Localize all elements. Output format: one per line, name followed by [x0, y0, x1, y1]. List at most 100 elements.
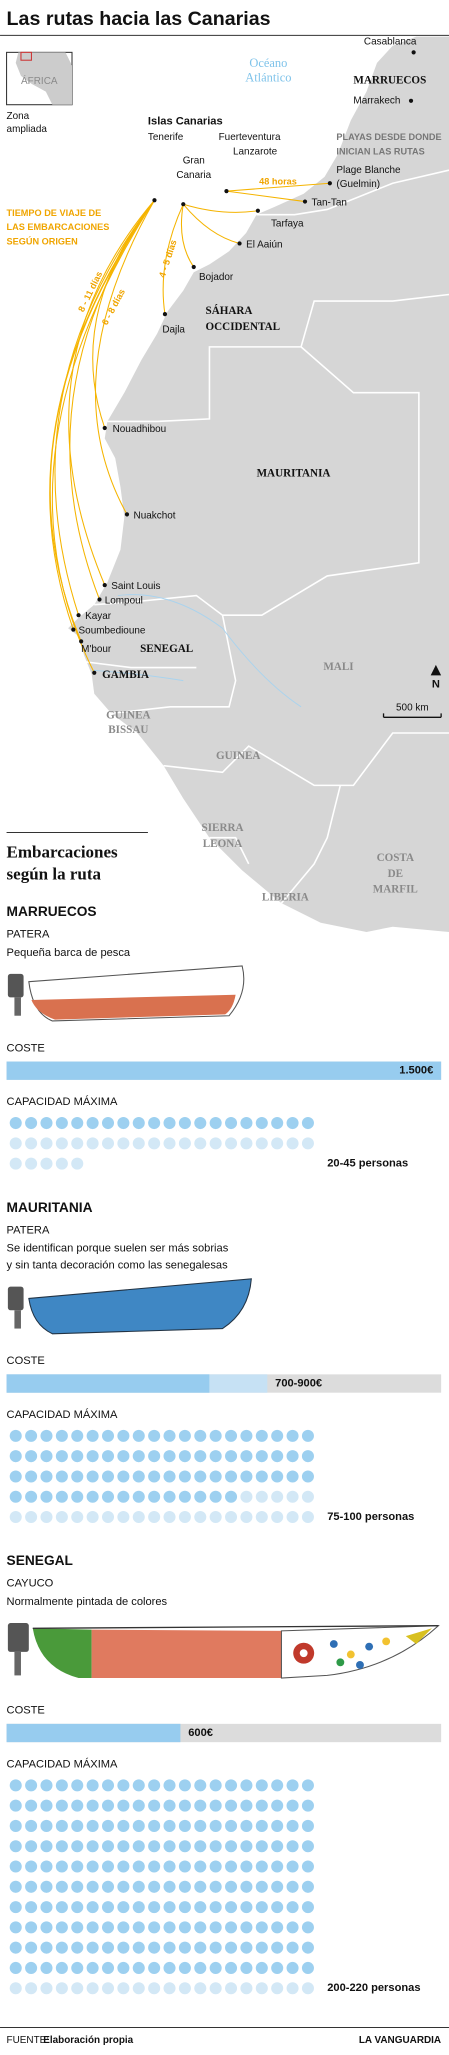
capacity-dot: [271, 1901, 284, 1914]
capacity-dot-extra: [55, 1157, 68, 1170]
capacity-dot-extra: [163, 1982, 176, 1995]
capacity-dot: [225, 1901, 238, 1914]
capacity-dot-extra: [40, 1137, 53, 1150]
capacity-dot: [148, 1921, 161, 1934]
capacity-dot-extra: [255, 1982, 268, 1995]
boat-motor: [14, 1310, 21, 1329]
capacity-dot: [86, 1880, 99, 1893]
capacity-dot: [148, 1490, 161, 1503]
capacity-dot-extra: [301, 1490, 314, 1503]
map-label: SENEGAL: [140, 643, 193, 655]
capacity-dot: [286, 1901, 299, 1914]
capacity-dot: [25, 1819, 38, 1832]
capacity-dot: [55, 1117, 68, 1130]
inset-zone: [20, 51, 32, 61]
boat-decor: [329, 1640, 338, 1648]
capacity-dot-extra: [286, 1511, 299, 1524]
place-dot: [408, 98, 414, 103]
capacity-dot: [286, 1921, 299, 1934]
capacity-dot-extra: [240, 1137, 253, 1150]
capacity-dot: [9, 1470, 22, 1483]
capacity-dot: [71, 1117, 84, 1130]
capacity-dot: [301, 1961, 314, 1974]
boat-hull: [280, 1625, 440, 1679]
capacity-dot: [240, 1117, 253, 1130]
route-lines: [49, 182, 330, 674]
capacity-dot: [301, 1880, 314, 1893]
capacity-dot-extra: [148, 1511, 161, 1524]
capacity-dot: [163, 1450, 176, 1463]
boat-decor: [336, 1658, 345, 1667]
capacity-dot: [286, 1779, 299, 1792]
capacity-dot: [255, 1921, 268, 1934]
capacity-dot-extra: [255, 1490, 268, 1503]
map-label: SÁHARA: [206, 305, 253, 317]
cost-value: 600€: [188, 1727, 213, 1739]
capacity-dot: [163, 1961, 176, 1974]
capacity-dot: [86, 1429, 99, 1442]
capacity-dot-extra: [194, 1137, 207, 1150]
capacity-dot: [25, 1429, 38, 1442]
capacity-dot: [178, 1490, 191, 1503]
capacity-dot: [240, 1880, 253, 1893]
capacity-dot-extra: [25, 1511, 38, 1524]
capacity-dot: [101, 1941, 115, 1954]
capacity-dot: [101, 1470, 115, 1483]
capacity-dot-extra: [101, 1511, 115, 1524]
boat-motor: [7, 1286, 24, 1311]
capacity-dot: [101, 1880, 115, 1893]
capacity-dot-extra: [240, 1490, 253, 1503]
capacity-dot: [9, 1429, 22, 1442]
capacity-dot: [255, 1470, 268, 1483]
capacity-dot: [40, 1901, 53, 1914]
capacity-dot: [163, 1470, 176, 1483]
capacity-dot: [194, 1819, 207, 1832]
capacity-dot: [71, 1450, 84, 1463]
capacity-dot: [117, 1450, 130, 1463]
capacity-dot-extra: [240, 1982, 253, 1995]
route-name: MARRUECOS: [7, 904, 97, 919]
capacity-dot: [194, 1779, 207, 1792]
map-label: Zona: [7, 111, 30, 122]
capacity-dot: [286, 1117, 299, 1130]
source-prefix: FUENTE:: [7, 2035, 50, 2046]
capacity-dot: [255, 1941, 268, 1954]
capacity-dot: [240, 1840, 253, 1853]
capacity-dot-extra: [225, 1137, 238, 1150]
capacity-dot: [101, 1961, 115, 1974]
capacity-dot: [255, 1779, 268, 1792]
capacity-dot: [225, 1429, 238, 1442]
capacity-dot-extra: [225, 1982, 238, 1995]
place-dot: [102, 425, 107, 431]
capacity-dot: [55, 1901, 68, 1914]
capacity-dot: [148, 1961, 161, 1974]
capacity-dot: [286, 1819, 299, 1832]
capacity-dot: [86, 1779, 99, 1792]
capacity-dot: [40, 1117, 53, 1130]
capacity-dot: [9, 1961, 22, 1974]
capacity-dot-extra: [55, 1137, 68, 1150]
capacity-dot: [163, 1941, 176, 1954]
capacity-dot-extra: [255, 1511, 268, 1524]
boat-description: Se identifican porque suelen ser más sob…: [7, 1243, 229, 1255]
capacity-dot: [25, 1117, 38, 1130]
capacity-dot: [9, 1901, 22, 1914]
capacity-dot: [225, 1961, 238, 1974]
capacity-value: 20-45 personas: [327, 1158, 408, 1170]
map-label: LIBERIA: [262, 891, 309, 903]
capacity-dot: [25, 1799, 38, 1812]
capacity-dot-extra: [286, 1982, 299, 1995]
map-label: Océano: [249, 56, 287, 70]
capacity-dot: [25, 1921, 38, 1934]
map-label: Lanzarote: [233, 146, 278, 157]
map-label: MAURITANIA: [257, 467, 331, 479]
north-arrow: [430, 664, 442, 676]
capacity-dot: [117, 1490, 130, 1503]
capacity-dot: [25, 1490, 38, 1503]
capacity-dot: [178, 1819, 191, 1832]
map-label: DE: [388, 868, 403, 880]
capacity-dot-extra: [132, 1511, 145, 1524]
capacity-dot-extra: [301, 1511, 314, 1524]
capacity-dot: [178, 1921, 191, 1934]
